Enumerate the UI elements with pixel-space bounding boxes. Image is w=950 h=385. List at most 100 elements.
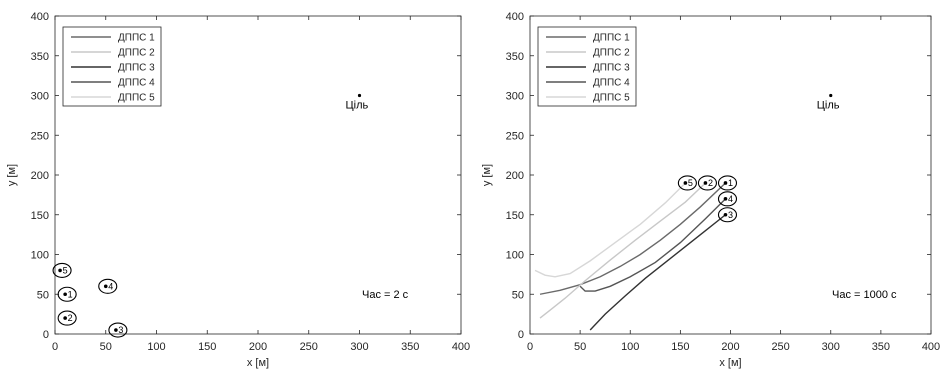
agent-marker-3: 3 <box>108 322 128 338</box>
x-axis-label: x [м] <box>719 357 741 369</box>
agent-circle <box>108 322 128 338</box>
series-line-2 <box>539 182 706 319</box>
agent-number: 3 <box>118 325 123 335</box>
x-tick-label: 200 <box>721 341 739 353</box>
y-tick-label: 300 <box>506 91 524 103</box>
legend: ДППС 1 ДППС 2 ДППС 3 ДППС 4 ДППС 5 <box>537 26 637 107</box>
y-tick-label: 300 <box>31 91 49 103</box>
agent-number: 2 <box>68 313 73 323</box>
series-line-3 <box>589 214 726 331</box>
agent-marker-1: 1 <box>57 286 77 302</box>
x-tick-label: 200 <box>249 341 267 353</box>
chart-right: 0 50 100 150 200 250 300 350 400 0 50 100 150 200 250 3… <box>481 11 940 369</box>
x-tick-label: 300 <box>822 341 840 353</box>
legend-box <box>537 26 637 107</box>
x-tick-label: 400 <box>922 341 940 353</box>
agent-marker-5: 5 <box>52 262 72 278</box>
y-tick-label: 400 <box>506 11 524 23</box>
legend-entry-1: ДППС 1 <box>593 33 630 44</box>
agent-number: 4 <box>108 281 113 291</box>
target-point <box>357 93 362 98</box>
x-tick-label: 0 <box>52 341 58 353</box>
y-tick-label: 250 <box>506 130 524 142</box>
legend-entry-1: ДППС 1 <box>118 33 155 44</box>
y-tick-label: 350 <box>31 51 49 63</box>
x-tick-label: 150 <box>671 341 689 353</box>
agent-marker-2: 2 <box>697 175 717 191</box>
x-tick-label: 350 <box>401 341 419 353</box>
agent-circle <box>677 175 697 191</box>
legend-entry-3: ДППС 3 <box>593 63 630 74</box>
agent-point <box>703 181 708 185</box>
y-tick-label: 150 <box>31 210 49 222</box>
y-tick-label: 100 <box>506 250 524 262</box>
agent-point <box>723 181 728 185</box>
legend: ДППС 1 ДППС 2 ДППС 3 ДППС 4 ДППС 5 <box>62 26 162 107</box>
legend-entry-4: ДППС 4 <box>593 78 630 89</box>
agent-circle <box>717 191 738 207</box>
y-tick-label: 0 <box>518 329 524 341</box>
y-tick-label: 0 <box>43 329 49 341</box>
series-line-4 <box>579 198 726 292</box>
x-tick-label: 250 <box>300 341 318 353</box>
x-tick-label: 300 <box>350 341 368 353</box>
agent-point <box>103 284 108 289</box>
agent-point <box>723 197 728 201</box>
agent-marker-1: 1 <box>717 175 738 191</box>
y-tick-label: 100 <box>31 250 49 262</box>
target-label: Ціль <box>346 100 369 112</box>
x-tick-label: 150 <box>198 341 216 353</box>
legend-entry-3: ДППС 3 <box>118 63 155 74</box>
legend-entry-4: ДППС 4 <box>118 78 155 89</box>
x-axis-label: x [м] <box>247 357 269 369</box>
y-axis-label: y [м] <box>481 164 493 186</box>
agent-number: 3 <box>728 210 733 220</box>
agent-marker-4: 4 <box>717 191 738 207</box>
agent-circle <box>57 286 77 302</box>
series-line-1 <box>539 182 726 295</box>
legend-entry-2: ДППС 2 <box>118 48 155 59</box>
agent-marker-2: 2 <box>57 310 77 326</box>
agent-circle <box>717 175 738 191</box>
agent-number: 2 <box>708 178 713 188</box>
target-point <box>829 93 833 98</box>
x-tick-label: 400 <box>452 341 470 353</box>
agent-marker-5: 5 <box>677 175 697 191</box>
y-tick-label: 350 <box>506 51 524 63</box>
agent-point <box>683 181 688 185</box>
agent-circle <box>98 278 118 294</box>
x-tick-label: 100 <box>147 341 165 353</box>
agent-point <box>58 268 62 273</box>
agent-number: 1 <box>728 178 733 188</box>
agent-circle <box>57 310 77 326</box>
agent-number: 5 <box>688 178 693 188</box>
agent-circle <box>717 207 738 223</box>
y-tick-label: 50 <box>37 289 49 301</box>
x-tick-label: 0 <box>527 341 533 353</box>
agent-marker-4: 4 <box>98 278 118 294</box>
x-tick-label: 250 <box>771 341 789 353</box>
agent-circle <box>52 262 72 278</box>
agent-number: 4 <box>728 194 733 204</box>
time-label: Час = 1000 с <box>832 289 897 301</box>
legend-entry-5: ДППС 5 <box>118 93 155 104</box>
series-line-5 <box>534 182 686 278</box>
y-tick-label: 200 <box>31 170 49 182</box>
x-tick-label: 50 <box>574 341 586 353</box>
time-label: Час = 2 с <box>362 289 409 301</box>
agent-point <box>63 292 67 297</box>
y-tick-label: 200 <box>506 170 524 182</box>
x-tick-label: 50 <box>100 341 112 353</box>
legend-entry-2: ДППС 2 <box>593 48 630 59</box>
chart-left: 0 50 100 150 200 250 300 350 400 0 50 100 150 200 250 3… <box>6 11 470 369</box>
agent-number: 1 <box>68 289 73 299</box>
y-tick-label: 150 <box>506 210 524 222</box>
agent-point <box>114 328 118 332</box>
target-label: Ціль <box>817 100 840 112</box>
agent-number: 5 <box>63 265 68 275</box>
legend-entry-5: ДППС 5 <box>593 93 630 104</box>
y-tick-label: 250 <box>31 130 49 142</box>
y-tick-label: 400 <box>31 11 49 23</box>
agent-marker-3: 3 <box>717 207 738 223</box>
